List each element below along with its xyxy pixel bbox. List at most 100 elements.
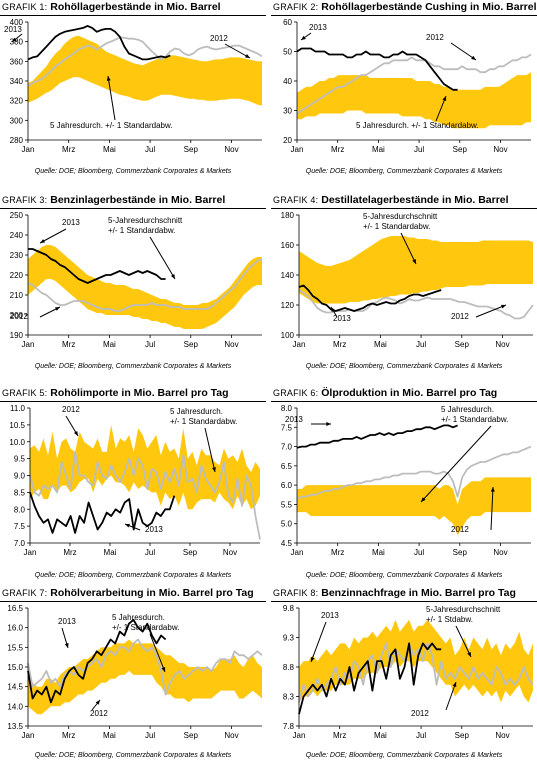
chart-svg: 20 30 40 50 60 Jan Mrz Mai Jul Sep Nov 2013 2012 5 Ja… <box>283 18 532 154</box>
y-tick-label: 230 <box>10 251 24 260</box>
y-tick-label: 15.0 <box>7 663 23 672</box>
y-tick-label: 180 <box>281 211 295 220</box>
y-tick-label: 14.0 <box>7 702 23 711</box>
x-tick-label: Sep <box>183 548 198 557</box>
x-tick-label: Jul <box>414 145 424 154</box>
annotation-label: +/- 1 Standardabw. <box>170 417 237 426</box>
x-tick-label: Nov <box>224 145 238 154</box>
series-line-2012 <box>27 638 263 696</box>
y-tick-label: 10.5 <box>9 421 25 430</box>
y-tick-label: 60 <box>283 18 292 27</box>
arrow-line <box>149 633 166 673</box>
y-tick-label: 7.5 <box>14 522 26 531</box>
x-tick-label: Jan <box>293 340 306 349</box>
y-tick-label: 140 <box>281 271 295 280</box>
x-tick-label: Jan <box>22 145 35 154</box>
arrow-head <box>106 76 111 81</box>
y-tick-label: 100 <box>281 331 295 340</box>
band-area <box>297 72 531 129</box>
y-tick-label: 15.5 <box>7 643 23 652</box>
annotation-label: 5-Jahresdurchschnitt <box>363 212 438 221</box>
x-tick-label: Jul <box>145 731 155 740</box>
x-tick-label: Jul <box>416 340 426 349</box>
chart-panel-3: GRAFIK 3: Benzinlagerbestände in Mio. Ba… <box>0 193 266 383</box>
x-tick-label: Nov <box>493 145 507 154</box>
x-tick-label: Jul <box>414 548 424 557</box>
x-tick-label: Nov <box>495 340 509 349</box>
annotation-label: 2013 <box>58 617 76 626</box>
arrow-head <box>490 487 495 492</box>
chart-panel-4: GRAFIK 4: Destillatelagerbestände in Mio… <box>271 193 537 383</box>
series-line-2013 <box>298 284 442 312</box>
title-rule <box>0 208 266 209</box>
y-tick-label: 9.0 <box>14 472 26 481</box>
x-tick-label: Sep <box>184 340 199 349</box>
chart-title: GRAFIK 5: Rohölimporte in Mio. Barrel pr… <box>2 387 229 399</box>
y-tick-label: 300 <box>10 116 24 125</box>
y-tick-label: 190 <box>10 331 24 340</box>
band-area <box>28 639 262 715</box>
chart-panel-8: GRAFIK 8: Benzinnachfrage in Mio. Barrel… <box>271 586 537 763</box>
y-tick-label: 4.5 <box>281 539 293 548</box>
series-line-2013 <box>29 492 176 534</box>
y-tick-label: 5.5 <box>281 500 293 509</box>
source-note: Quelle: DOE; Bloomberg, Commerzbank Corp… <box>34 572 232 579</box>
chart-svg: 13.5 14.0 14.5 15.0 15.5 16.0 16.5 Jan Mrz Mai Jul… <box>7 604 263 740</box>
title-rule <box>271 15 537 16</box>
arrow-head <box>64 643 69 648</box>
y-tick-label: 11.0 <box>10 404 26 413</box>
source-note: Quelle: DOE; Bloomberg, Commerzbank Corp… <box>305 752 503 759</box>
arrow-head <box>467 652 471 657</box>
arrow-head <box>412 259 416 264</box>
y-tick-label: 120 <box>281 301 295 310</box>
source-note: Quelle: DOE; Bloomberg, Commerzbank Corp… <box>305 363 503 370</box>
chart-svg: 7.0 7.5 8.0 8.5 9.0 9.5 10.0 10.5 11.0 Jan Mrz Mai J… <box>9 404 261 557</box>
annotation-label: 5-Jahresdurchschnitt <box>426 605 501 614</box>
x-tick-label: Mai <box>374 340 387 349</box>
series-line-2012 <box>296 445 532 500</box>
arrow-head <box>442 96 447 101</box>
arrow-head <box>55 307 60 311</box>
arrow-head <box>212 467 216 472</box>
x-tick-label: Mrz <box>63 548 76 557</box>
y-tick-label: 200 <box>10 311 24 320</box>
annotation-label: 2013 <box>145 525 163 534</box>
title-rule <box>271 601 537 602</box>
annotation-label: 2012 <box>210 34 228 43</box>
y-tick-label: 360 <box>10 57 24 66</box>
x-tick-label: Sep <box>184 731 199 740</box>
source-note: Quelle: DOE; Bloomberg, Commerzbank Corp… <box>34 363 232 370</box>
band-area <box>28 35 262 106</box>
annotation-label: +/- 1 Standardabw. <box>441 415 508 424</box>
arrow-line <box>149 236 176 280</box>
arrow-line <box>204 427 216 473</box>
chart-panel-7: GRAFIK 7: Rohölverarbeitung in Mio. Barr… <box>0 586 266 763</box>
arrow-head <box>501 304 506 309</box>
series-line-2013 <box>27 618 167 704</box>
annotation-label: 5 Jahresdurch. <box>112 613 165 622</box>
x-tick-label: Mai <box>103 340 116 349</box>
y-tick-label: 210 <box>10 291 24 300</box>
band-area <box>297 477 531 536</box>
x-tick-label: Sep <box>455 731 470 740</box>
source-note: Quelle: DOE; Bloomberg, Commerzbank Corp… <box>305 168 503 175</box>
y-tick-label: 10.0 <box>9 438 25 447</box>
arrow-head <box>421 497 426 502</box>
y-tick-label: 340 <box>10 77 24 86</box>
annotation-label: +/- 1 Standardabw. <box>112 623 179 632</box>
arrow-head <box>326 422 331 426</box>
x-tick-label: Sep <box>184 145 199 154</box>
y-tick-label: 16.5 <box>7 604 23 613</box>
annotation-label: +/- 1 Standardabw. <box>363 222 430 231</box>
chart-title: GRAFIK 4: Destillatelagerbestände in Mio… <box>273 194 509 206</box>
source-note: Quelle: DOE; Bloomberg, Commerzbank Corp… <box>34 168 232 175</box>
x-tick-label: Nov <box>224 731 238 740</box>
y-tick-label: 16.0 <box>7 624 23 633</box>
x-tick-label: Jan <box>293 731 306 740</box>
y-tick-label: 8.0 <box>281 404 293 413</box>
arrow-line <box>400 232 417 265</box>
series-line-2013 <box>298 642 442 715</box>
x-tick-label: Nov <box>223 548 237 557</box>
arrow-head <box>73 431 78 436</box>
title-rule <box>271 401 537 402</box>
